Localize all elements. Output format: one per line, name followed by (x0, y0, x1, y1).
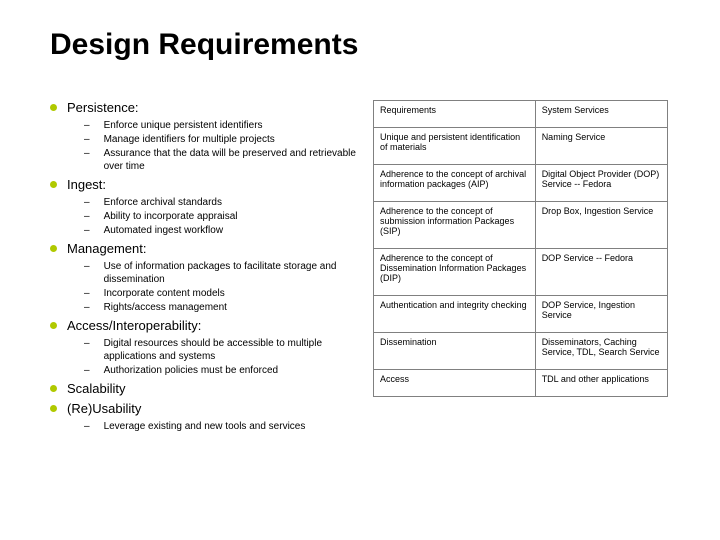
dash-icon: – (84, 224, 90, 237)
dash-icon: – (84, 301, 90, 314)
list-item: –Assurance that the data will be preserv… (84, 147, 365, 173)
section-heading: Ingest: (67, 177, 106, 194)
table-cell: Adherence to the concept of submission i… (374, 202, 536, 249)
bullet-column: Persistence: – Enforce unique persistent … (50, 100, 365, 437)
slide-container: Design Requirements Persistence: – Enforc… (0, 0, 720, 540)
item-text: Enforce unique persistent identifiers (104, 119, 263, 132)
table-cell: DOP Service -- Fedora (535, 249, 667, 296)
table-row: Adherence to the concept of submission i… (374, 202, 668, 249)
table-cell: Authentication and integrity checking (374, 296, 536, 333)
bullet-row: Access/Interoperability: (50, 318, 365, 335)
table-header-row: Requirements System Services (374, 101, 668, 128)
table-cell: Disseminators, Caching Service, TDL, Sea… (535, 333, 667, 370)
list-item: – Leverage existing and new tools and ser… (84, 420, 365, 433)
section-ingest: Ingest: – Enforce archival standards – Abi… (50, 177, 365, 237)
sub-list: –Use of information packages to facilita… (50, 260, 365, 314)
item-text: Digital resources should be accessible t… (104, 337, 365, 363)
section-heading: Management: (67, 241, 147, 258)
list-item: – Incorporate content models (84, 287, 365, 300)
item-text: Manage identifiers for multiple projects (104, 133, 275, 146)
table-cell: Unique and persistent identification of … (374, 128, 536, 165)
list-item: – Enforce archival standards (84, 196, 365, 209)
bullet-row: Management: (50, 241, 365, 258)
dash-icon: – (84, 210, 90, 223)
table-row: Adherence to the concept of Disseminatio… (374, 249, 668, 296)
section-heading: Scalability (67, 381, 126, 398)
table-row: Unique and persistent identification of … (374, 128, 668, 165)
table-cell: Access (374, 370, 536, 397)
list-item: – Automated ingest workflow (84, 224, 365, 237)
sub-list: –Digital resources should be accessible … (50, 337, 365, 377)
list-item: –Digital resources should be accessible … (84, 337, 365, 363)
table-cell: Drop Box, Ingestion Service (535, 202, 667, 249)
dash-icon: – (84, 196, 90, 209)
bullet-row: Ingest: (50, 177, 365, 194)
bullet-row: (Re)Usability (50, 401, 365, 418)
section-heading: (Re)Usability (67, 401, 141, 418)
dash-icon: – (84, 420, 90, 433)
bullet-icon (50, 245, 57, 252)
table-cell: DOP Service, Ingestion Service (535, 296, 667, 333)
table-cell: Naming Service (535, 128, 667, 165)
section-reusability: (Re)Usability – Leverage existing and new… (50, 401, 365, 433)
list-item: – Ability to incorporate appraisal (84, 210, 365, 223)
section-management: Management: –Use of information packages… (50, 241, 365, 314)
slide-title: Design Requirements (50, 28, 690, 62)
item-text: Use of information packages to facilitat… (104, 260, 365, 286)
table-row: Dissemination Disseminators, Caching Ser… (374, 333, 668, 370)
dash-icon: – (84, 133, 90, 146)
dash-icon: – (84, 364, 90, 377)
item-text: Ability to incorporate appraisal (104, 210, 238, 223)
dash-icon: – (84, 287, 90, 300)
bullet-row: Scalability (50, 381, 365, 398)
sub-list: – Enforce unique persistent identifiers –… (50, 119, 365, 173)
table-row: Access TDL and other applications (374, 370, 668, 397)
bullet-icon (50, 322, 57, 329)
section-access: Access/Interoperability: –Digital resour… (50, 318, 365, 377)
requirements-table: Requirements System Services Unique and … (373, 100, 668, 397)
item-text: Incorporate content models (104, 287, 225, 300)
bullet-icon (50, 405, 57, 412)
sub-list: – Enforce archival standards – Ability to … (50, 196, 365, 237)
table-cell: Adherence to the concept of archival inf… (374, 165, 536, 202)
item-text: Leverage existing and new tools and serv… (104, 420, 306, 433)
list-item: – Authorization policies must be enforced (84, 364, 365, 377)
bullet-icon (50, 104, 57, 111)
table-column: Requirements System Services Unique and … (373, 100, 668, 437)
dash-icon: – (84, 337, 90, 363)
bullet-row: Persistence: (50, 100, 365, 117)
item-text: Assurance that the data will be preserve… (104, 147, 365, 173)
table-cell: Adherence to the concept of Disseminatio… (374, 249, 536, 296)
table-cell: TDL and other applications (535, 370, 667, 397)
list-item: –Use of information packages to facilita… (84, 260, 365, 286)
table-header: Requirements (374, 101, 536, 128)
bullet-list: Persistence: – Enforce unique persistent … (50, 100, 365, 433)
section-persistence: Persistence: – Enforce unique persistent … (50, 100, 365, 173)
dash-icon: – (84, 119, 90, 132)
bullet-icon (50, 181, 57, 188)
table-cell: Digital Object Provider (DOP) Service --… (535, 165, 667, 202)
section-heading: Access/Interoperability: (67, 318, 201, 335)
list-item: – Manage identifiers for multiple project… (84, 133, 365, 146)
dash-icon: – (84, 260, 90, 286)
item-text: Enforce archival standards (104, 196, 222, 209)
table-header: System Services (535, 101, 667, 128)
section-heading: Persistence: (67, 100, 139, 117)
item-text: Authorization policies must be enforced (104, 364, 279, 377)
table-cell: Dissemination (374, 333, 536, 370)
bullet-icon (50, 385, 57, 392)
list-item: – Rights/access management (84, 301, 365, 314)
content-row: Persistence: – Enforce unique persistent … (50, 100, 690, 437)
table-row: Authentication and integrity checking DO… (374, 296, 668, 333)
table-row: Adherence to the concept of archival inf… (374, 165, 668, 202)
list-item: – Enforce unique persistent identifiers (84, 119, 365, 132)
item-text: Rights/access management (104, 301, 227, 314)
item-text: Automated ingest workflow (104, 224, 224, 237)
section-scalability: Scalability (50, 381, 365, 398)
sub-list: – Leverage existing and new tools and ser… (50, 420, 365, 433)
dash-icon: – (84, 147, 90, 173)
